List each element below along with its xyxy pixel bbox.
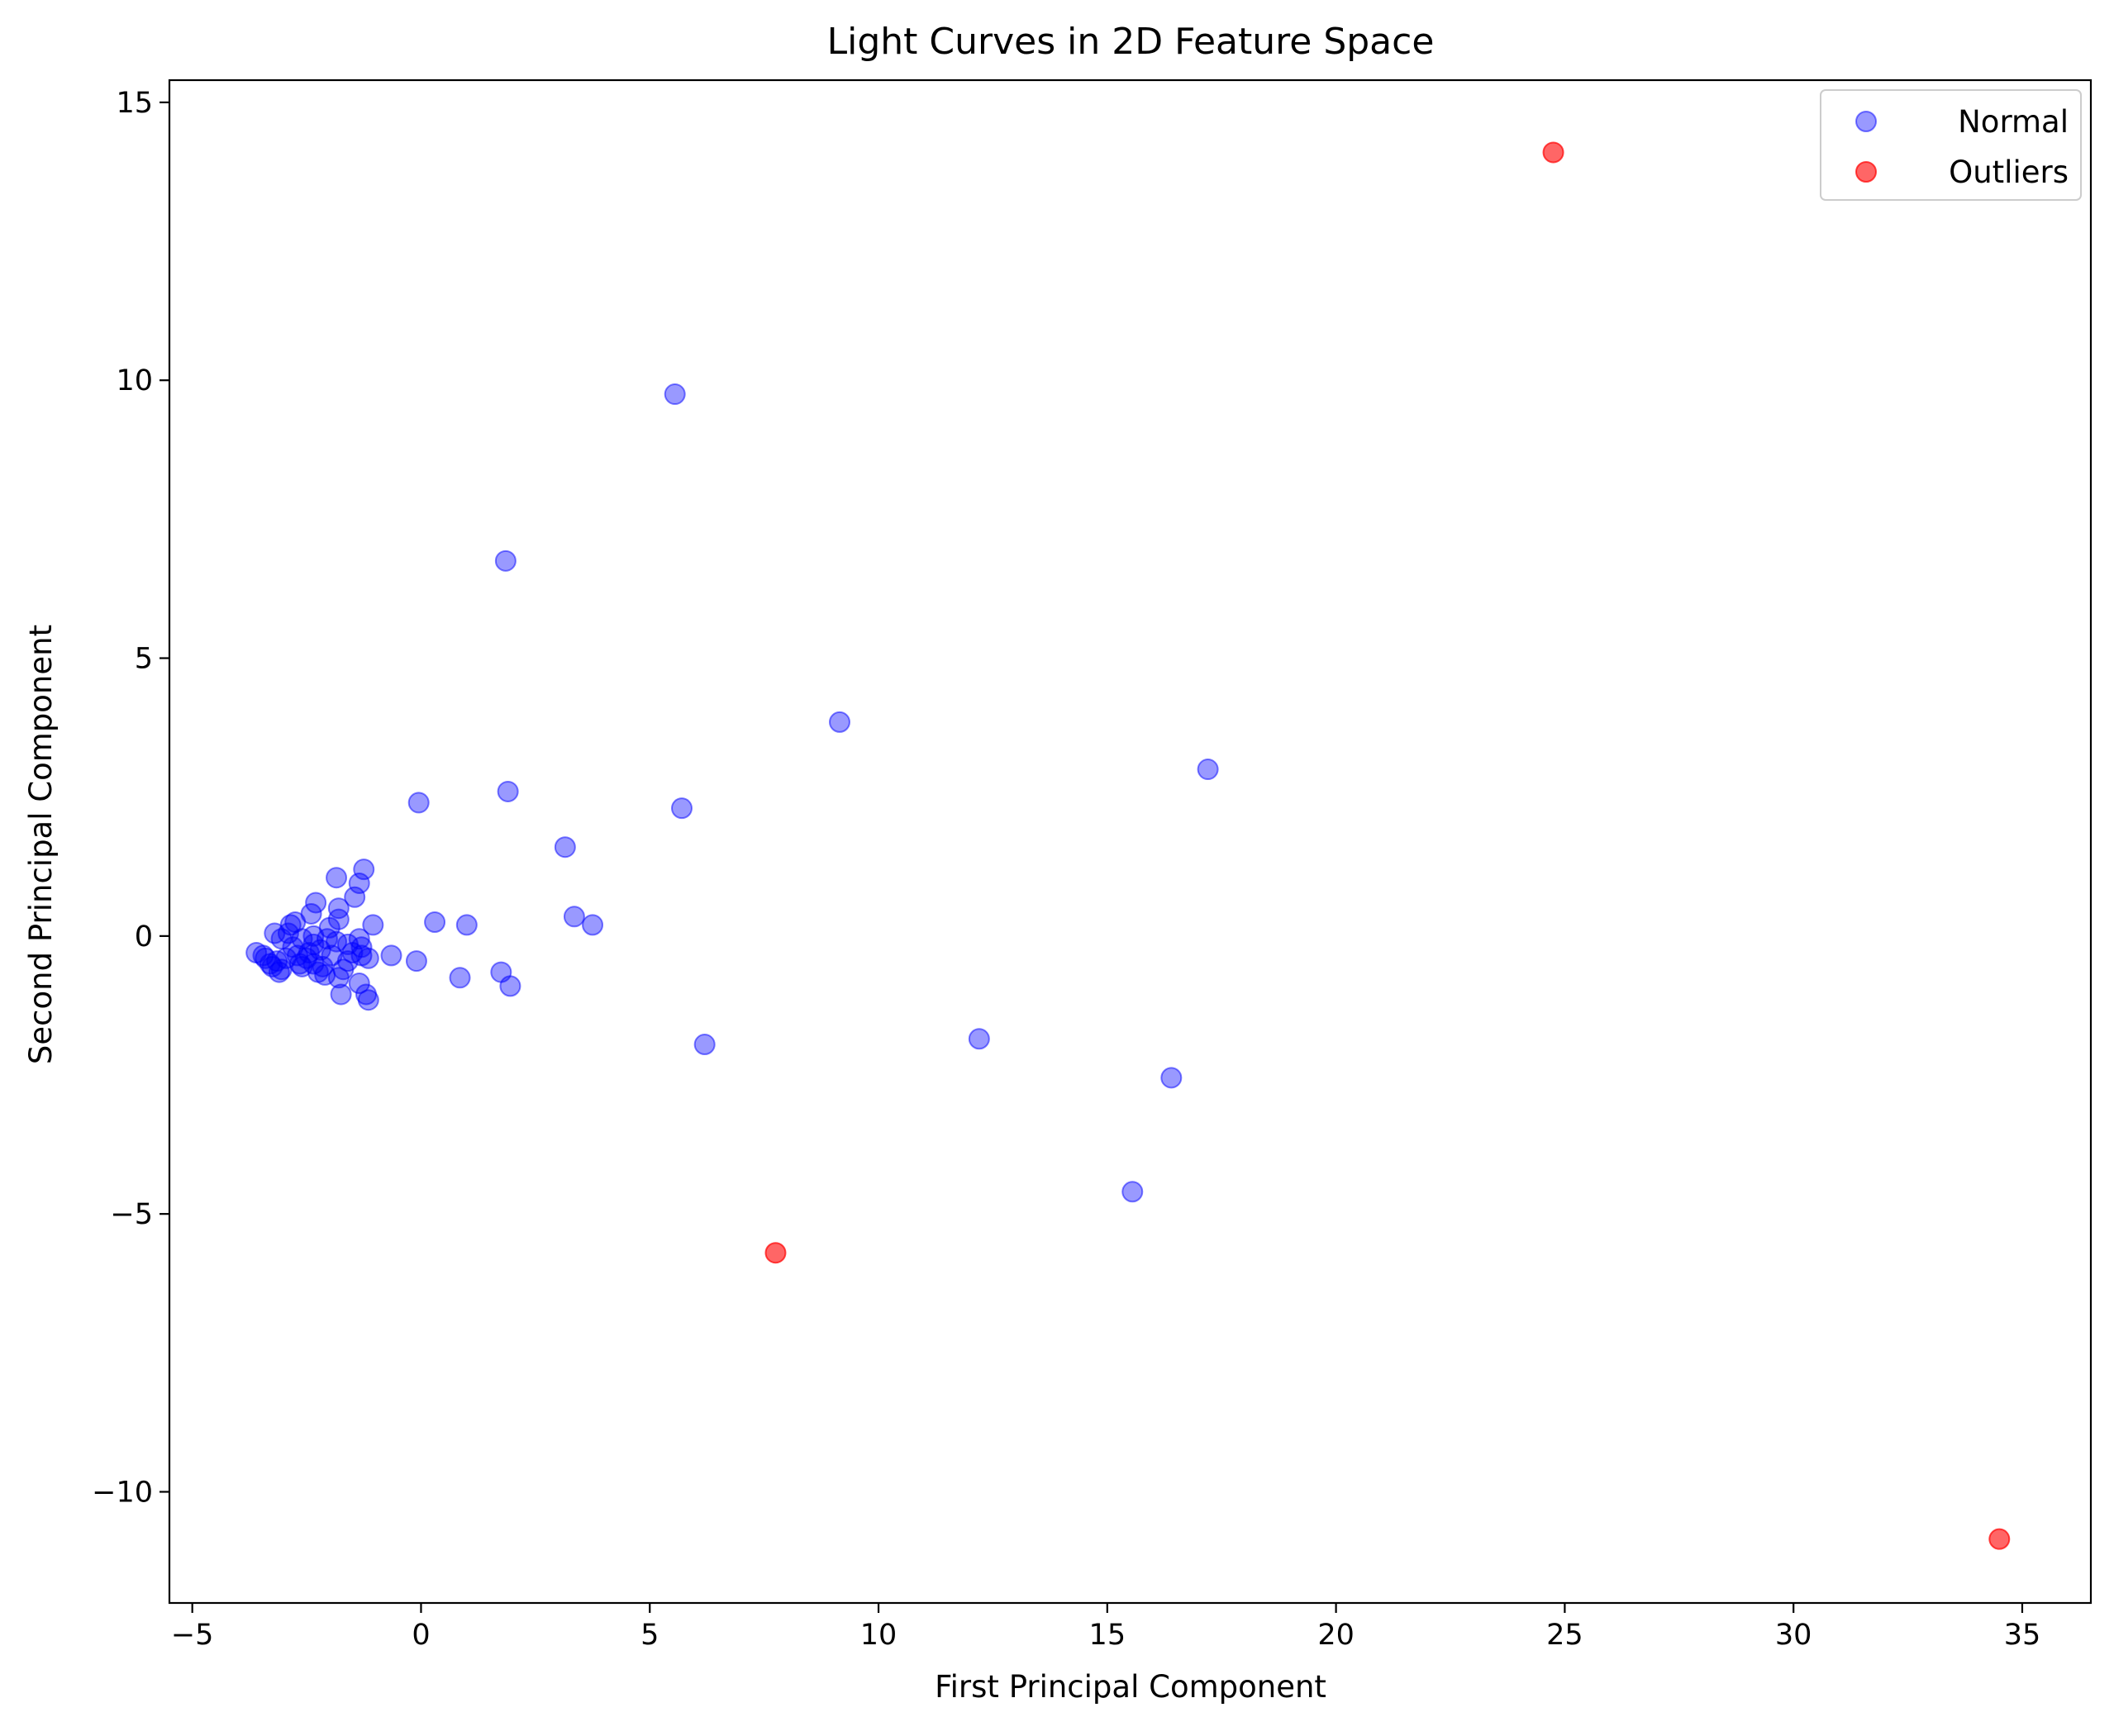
chart-legend: Normal Outliers: [1820, 89, 2082, 201]
x-tick-label: 30: [1775, 1619, 1812, 1652]
data-point-normal: [494, 549, 517, 572]
x-axis-label: First Principal Component: [935, 1669, 1326, 1705]
data-point-normal: [270, 958, 293, 981]
data-point-normal: [326, 867, 348, 889]
data-point-normal: [1121, 1181, 1144, 1203]
data-point-normal: [336, 950, 359, 973]
legend-label-normal: Normal: [1958, 104, 2069, 140]
y-axis-label: Second Principal Component: [23, 625, 59, 1064]
data-point-normal: [348, 872, 370, 894]
data-point-normal: [321, 944, 343, 967]
x-tick-label: 20: [1317, 1619, 1355, 1652]
data-point-normal: [563, 906, 585, 928]
legend-marker-normal: [1855, 111, 1877, 132]
data-point-outliers: [1988, 1528, 2011, 1550]
x-tick-label: 15: [1089, 1619, 1126, 1652]
data-point-normal: [407, 792, 430, 814]
data-point-normal: [302, 933, 325, 955]
data-point-normal: [1160, 1067, 1183, 1089]
data-point-normal: [288, 953, 311, 975]
data-point-normal: [327, 897, 350, 920]
data-point-normal: [554, 836, 576, 858]
data-point-normal: [344, 886, 366, 908]
x-tick-label: 0: [412, 1619, 430, 1652]
data-point-normal: [582, 914, 604, 936]
data-point-normal: [693, 1034, 716, 1056]
data-point-normal: [968, 1028, 990, 1050]
data-point-outliers: [764, 1242, 787, 1264]
x-tick-label: 5: [640, 1619, 659, 1652]
data-point-normal: [380, 944, 402, 967]
data-point-normal: [455, 914, 478, 936]
x-axis-ticks: −5 0 5 10 15 20 25 30 35: [171, 1603, 2040, 1652]
y-tick-label: 5: [135, 643, 153, 676]
data-point-normal: [664, 383, 686, 406]
data-point-normal: [499, 975, 521, 997]
series-outliers: [764, 141, 2011, 1550]
legend-box: [1820, 89, 2082, 201]
y-tick-label: 10: [116, 364, 153, 397]
chart-title: Light Curves in 2D Feature Space: [827, 21, 1435, 63]
data-point-normal: [348, 973, 370, 995]
data-point-normal: [424, 911, 446, 934]
x-tick-label: 25: [1546, 1619, 1583, 1652]
data-point-normal: [330, 983, 352, 1006]
x-tick-label: 35: [2004, 1619, 2041, 1652]
y-tick-label: −5: [110, 1198, 153, 1231]
x-tick-label: −5: [171, 1619, 214, 1652]
data-point-normal: [1197, 759, 1219, 781]
data-point-outliers: [1542, 141, 1564, 164]
data-point-normal: [353, 858, 375, 881]
data-point-normal: [307, 961, 329, 983]
y-axis-ticks: −10 −5 0 5 10 15: [92, 87, 169, 1509]
series-normal: [245, 383, 1219, 1203]
y-tick-label: 15: [116, 87, 153, 120]
x-tick-label: 10: [860, 1619, 897, 1652]
data-point-normal: [362, 914, 384, 936]
y-tick-label: −10: [92, 1476, 153, 1509]
data-point-normal: [405, 950, 427, 973]
data-points-layer: [245, 141, 2011, 1550]
legend-marker-outliers: [1855, 161, 1877, 183]
data-point-normal: [305, 892, 327, 914]
data-point-normal: [327, 967, 350, 989]
y-tick-label: 0: [135, 920, 153, 954]
data-point-normal: [828, 711, 850, 733]
data-point-normal: [357, 947, 379, 969]
legend-label-outliers: Outliers: [1949, 155, 2069, 190]
data-point-normal: [671, 797, 693, 820]
data-point-normal: [357, 989, 379, 1011]
data-point-normal: [449, 967, 471, 989]
data-point-normal: [497, 780, 519, 802]
plot-area-frame: [168, 78, 2093, 1605]
